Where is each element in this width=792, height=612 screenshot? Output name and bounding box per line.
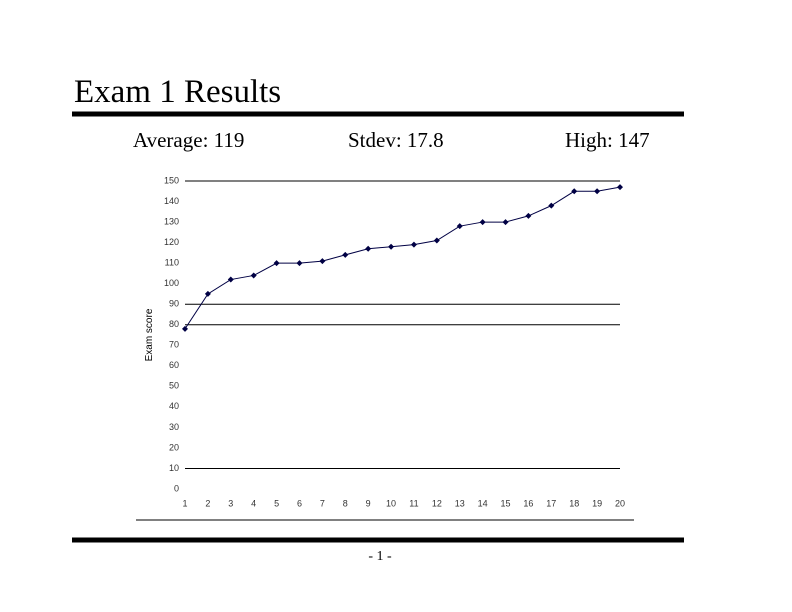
- y-tick-label: 150: [164, 175, 179, 185]
- y-axis-label: Exam score: [144, 308, 155, 361]
- data-point: [525, 212, 532, 219]
- data-point: [548, 202, 555, 209]
- data-point: [433, 237, 440, 244]
- data-point: [182, 325, 188, 332]
- data-point: [250, 272, 257, 279]
- data-point: [296, 260, 303, 267]
- y-tick-label: 50: [169, 381, 179, 391]
- data-point: [502, 219, 509, 226]
- x-tick-label: 18: [569, 498, 579, 508]
- y-tick-label: 10: [169, 463, 179, 473]
- data-point: [594, 188, 601, 195]
- data-point: [410, 241, 417, 248]
- x-tick-label: 19: [592, 498, 602, 508]
- data-point: [571, 188, 578, 195]
- x-tick-label: 4: [251, 498, 256, 508]
- x-tick-label: 14: [478, 498, 488, 508]
- x-tick-label: 3: [228, 498, 233, 508]
- data-point: [204, 290, 211, 297]
- y-tick-label: 80: [169, 319, 179, 329]
- data-point: [273, 260, 280, 267]
- data-point: [617, 184, 623, 191]
- x-tick-label: 17: [546, 498, 556, 508]
- x-tick-label: 10: [386, 498, 396, 508]
- data-point: [319, 258, 326, 265]
- stat: High: 147: [565, 128, 650, 152]
- x-tick-label: 15: [501, 498, 511, 508]
- y-tick-label: 60: [169, 360, 179, 370]
- x-tick-label: 8: [343, 498, 348, 508]
- x-tick-label: 6: [297, 498, 302, 508]
- stat: Average: 119: [133, 128, 244, 152]
- slide-title: Exam 1 Results: [74, 74, 281, 110]
- y-tick-label: 100: [164, 278, 179, 288]
- y-tick-label: 110: [165, 258, 179, 268]
- x-tick-label: 13: [455, 498, 465, 508]
- x-tick-label: 1: [182, 498, 187, 508]
- y-tick-label: 120: [164, 237, 179, 247]
- data-point: [456, 223, 463, 230]
- data-point: [365, 245, 372, 252]
- data-line: [184, 186, 621, 330]
- x-tick-label: 16: [523, 498, 533, 508]
- y-tick-label: 90: [169, 299, 179, 309]
- y-tick-label: 140: [164, 196, 179, 206]
- x-tick-label: 20: [615, 498, 625, 508]
- y-tick-label: 0: [174, 483, 179, 493]
- y-tick-label: 30: [169, 422, 179, 432]
- stat: Stdev: 17.8: [348, 128, 444, 152]
- x-tick-label: 5: [274, 498, 279, 508]
- x-tick-label: 7: [320, 498, 325, 508]
- page-number: - 1 -: [368, 549, 392, 564]
- y-tick-label: 40: [169, 401, 179, 411]
- y-tick-label: 70: [169, 340, 179, 350]
- y-tick-label: 130: [164, 216, 179, 226]
- data-point: [479, 219, 486, 226]
- data-point: [388, 243, 395, 250]
- data-point: [342, 251, 349, 258]
- y-tick-label: 20: [169, 442, 179, 452]
- x-tick-label: 12: [432, 498, 442, 508]
- data-point: [227, 276, 234, 283]
- x-tick-label: 2: [205, 498, 210, 508]
- x-tick-label: 11: [409, 498, 418, 508]
- x-tick-label: 9: [366, 498, 371, 508]
